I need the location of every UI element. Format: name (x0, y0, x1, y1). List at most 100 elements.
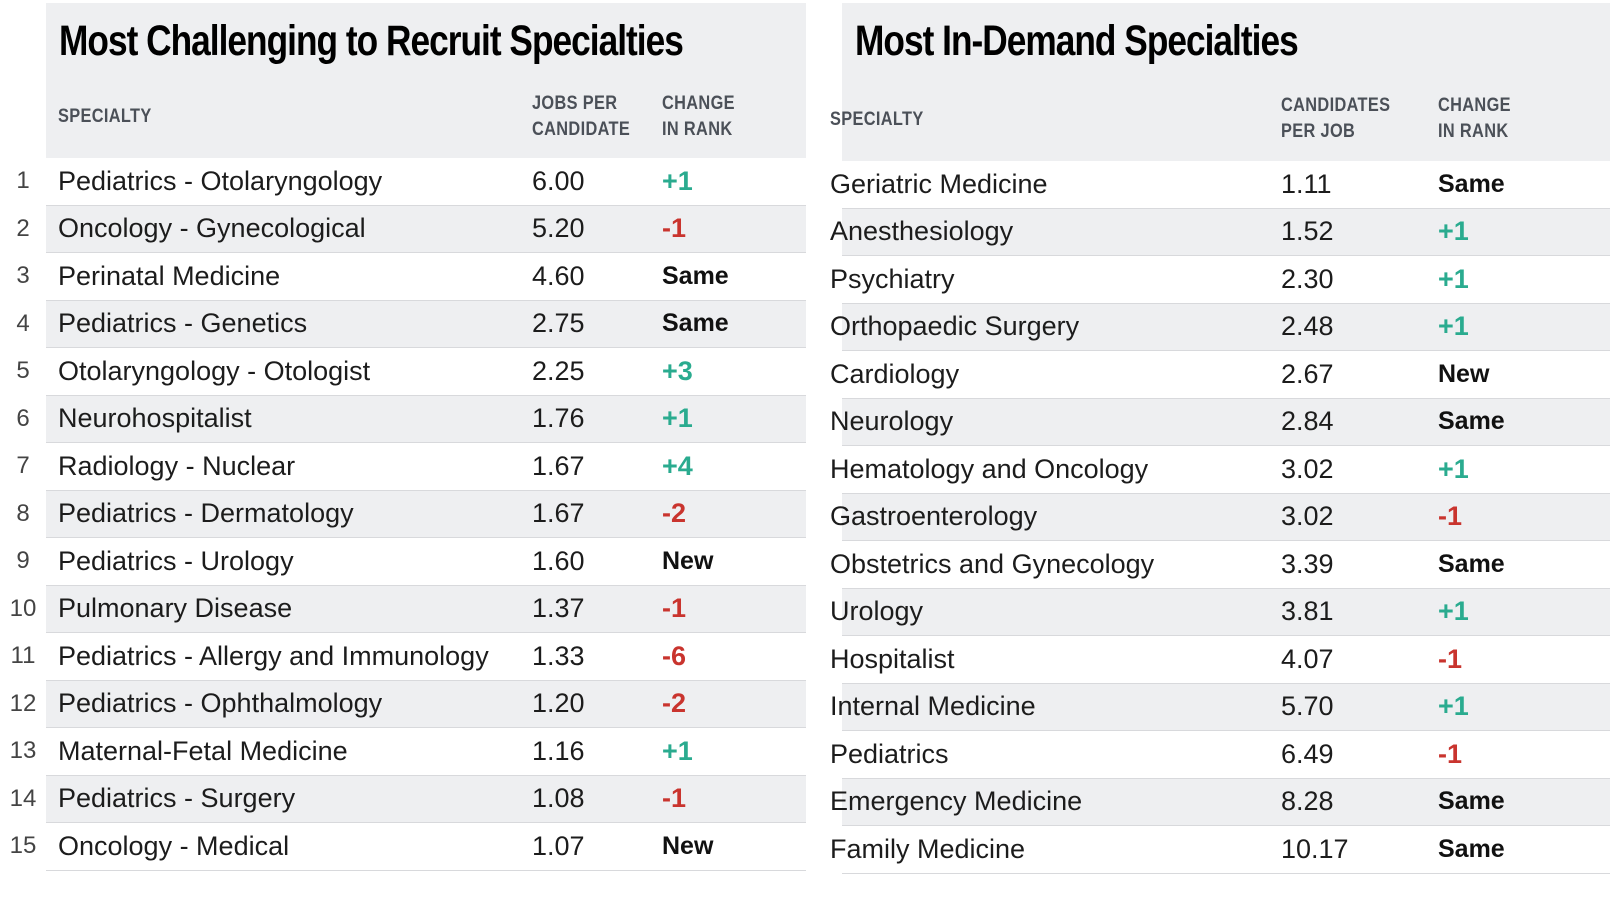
metric-value: 3.02 (1281, 501, 1334, 532)
table-row: 4 Pediatrics - Genetics 2.75 Same (0, 300, 806, 348)
candidates-per-job-column-header: CANDIDATES PER JOB (1281, 95, 1391, 142)
metric-value: 6.49 (1281, 738, 1334, 769)
specialty-name: Pediatrics - Allergy and Immunology (58, 640, 489, 671)
specialty-name: Neurology (830, 406, 954, 437)
specialty-name: Neurohospitalist (58, 403, 252, 434)
specialty-column-header: SPECIALTY (830, 109, 924, 130)
specialty-name: Anesthesiology (830, 216, 1014, 247)
in-demand-specialties-table: Most In-Demand Specialties SPECIALTY CAN… (830, 3, 1610, 874)
rank-number: 10 (0, 585, 46, 632)
rank-change: +1 (1438, 311, 1469, 342)
metric-value: 3.81 (1281, 596, 1334, 627)
metric-value: 1.67 (532, 498, 585, 529)
rank-number: 12 (0, 680, 46, 727)
table-row: Anesthesiology 1.52 +1 (830, 208, 1610, 256)
specialty-name: Internal Medicine (830, 691, 1036, 722)
metric-value: 4.60 (532, 260, 585, 291)
rank-number: 7 (0, 443, 46, 490)
rank-number: 3 (0, 253, 46, 300)
table-row: Internal Medicine 5.70 +1 (830, 683, 1610, 731)
specialty-name: Pediatrics (830, 738, 949, 769)
metric-value: 8.28 (1281, 786, 1334, 817)
table-row: Obstetrics and Gynecology 3.39 Same (830, 541, 1610, 589)
table-row: Psychiatry 2.30 +1 (830, 256, 1610, 304)
metric-value: 6.00 (532, 165, 585, 196)
table-title: Most Challenging to Recruit Specialties (59, 17, 684, 65)
rank-change: +1 (662, 165, 693, 196)
specialty-name: Pediatrics - Surgery (58, 783, 296, 814)
metric-value: 1.07 (532, 830, 585, 861)
metric-value: 5.70 (1281, 691, 1334, 722)
table-row: 3 Perinatal Medicine 4.60 Same (0, 253, 806, 301)
rank-change: New (1438, 359, 1490, 388)
metric-value: 1.16 (532, 735, 585, 766)
metric-value: 1.11 (1281, 168, 1332, 199)
table-header: Most Challenging to Recruit Specialties … (46, 3, 806, 158)
specialty-name: Hematology and Oncology (830, 453, 1149, 484)
metric-value: 2.30 (1281, 263, 1334, 294)
specialty-name: Maternal-Fetal Medicine (58, 735, 348, 766)
table-row: 12 Pediatrics - Ophthalmology 1.20 -2 (0, 680, 806, 728)
specialty-name: Pulmonary Disease (58, 593, 293, 624)
table-row: 7 Radiology - Nuclear 1.67 +4 (0, 443, 806, 491)
specialty-name: Psychiatry (830, 263, 955, 294)
metric-value: 1.67 (532, 450, 585, 481)
metric-value: 3.02 (1281, 453, 1334, 484)
specialty-name: Family Medicine (830, 833, 1026, 864)
metric-value: 2.67 (1281, 358, 1334, 389)
rank-change: +1 (1438, 453, 1469, 484)
table-row: 14 Pediatrics - Surgery 1.08 -1 (0, 775, 806, 823)
specialty-name: Pediatrics - Otolaryngology (58, 165, 383, 196)
specialty-column-header: SPECIALTY (58, 106, 152, 127)
table-row: Hospitalist 4.07 -1 (830, 636, 1610, 684)
table-row: 6 Neurohospitalist 1.76 +1 (0, 395, 806, 443)
rank-change: -1 (662, 213, 687, 244)
rank-change: Same (1438, 834, 1505, 863)
metric-value: 1.76 (532, 403, 585, 434)
specialty-name: Geriatric Medicine (830, 168, 1048, 199)
rank-change: -1 (1438, 643, 1463, 674)
metric-value: 1.08 (532, 783, 585, 814)
rank-change: Same (1438, 787, 1505, 816)
table-row: 15 Oncology - Medical 1.07 New (0, 823, 806, 871)
specialty-name: Radiology - Nuclear (58, 450, 296, 481)
rank-change: -1 (1438, 738, 1463, 769)
table-row: Family Medicine 10.17 Same (830, 826, 1610, 874)
table-row: 13 Maternal-Fetal Medicine 1.16 +1 (0, 728, 806, 776)
table-body: Geriatric Medicine 1.11 Same Anesthesiology… (830, 161, 1610, 874)
table-body: 1 Pediatrics - Otolaryngology 6.00 +1 2 Oncol… (0, 158, 806, 871)
rank-change: +1 (1438, 216, 1469, 247)
table-row: 2 Oncology - Gynecological 5.20 -1 (0, 205, 806, 253)
rank-number: 8 (0, 490, 46, 537)
rank-change: +4 (662, 450, 693, 481)
table-row: 5 Otolaryngology - Otologist 2.25 +3 (0, 348, 806, 396)
rank-change: Same (1438, 169, 1505, 198)
rank-change: Same (662, 309, 729, 338)
specialty-name: Pediatrics - Ophthalmology (58, 688, 383, 719)
metric-value: 5.20 (532, 213, 585, 244)
rank-number: 9 (0, 538, 46, 585)
rank-change: New (662, 831, 714, 860)
specialty-name: Hospitalist (830, 643, 955, 674)
metric-value: 4.07 (1281, 643, 1334, 674)
table-row: 10 Pulmonary Disease 1.37 -1 (0, 585, 806, 633)
rank-change: Same (1438, 407, 1505, 436)
rank-change: +1 (662, 403, 693, 434)
rank-number: 14 (0, 775, 46, 822)
table-row: 8 Pediatrics - Dermatology 1.67 -2 (0, 490, 806, 538)
rank-change: -2 (662, 688, 687, 719)
metric-value: 2.75 (532, 308, 585, 339)
table-row: Orthopaedic Surgery 2.48 +1 (830, 303, 1610, 351)
metric-value: 1.52 (1281, 216, 1334, 247)
table-row: 9 Pediatrics - Urology 1.60 New (0, 538, 806, 586)
jobs-per-candidate-column-header: JOBS PER CANDIDATE (532, 93, 631, 140)
rank-number: 15 (0, 823, 46, 870)
table-row: Geriatric Medicine 1.11 Same (830, 161, 1610, 209)
change-in-rank-column-header: CHANGE IN RANK (1438, 95, 1511, 142)
rank-number: 4 (0, 300, 46, 347)
rank-change: -1 (662, 783, 687, 814)
specialty-name: Obstetrics and Gynecology (830, 548, 1155, 579)
specialty-name: Oncology - Gynecological (58, 213, 366, 244)
specialty-name: Pediatrics - Urology (58, 545, 294, 576)
metric-value: 1.60 (532, 545, 585, 576)
